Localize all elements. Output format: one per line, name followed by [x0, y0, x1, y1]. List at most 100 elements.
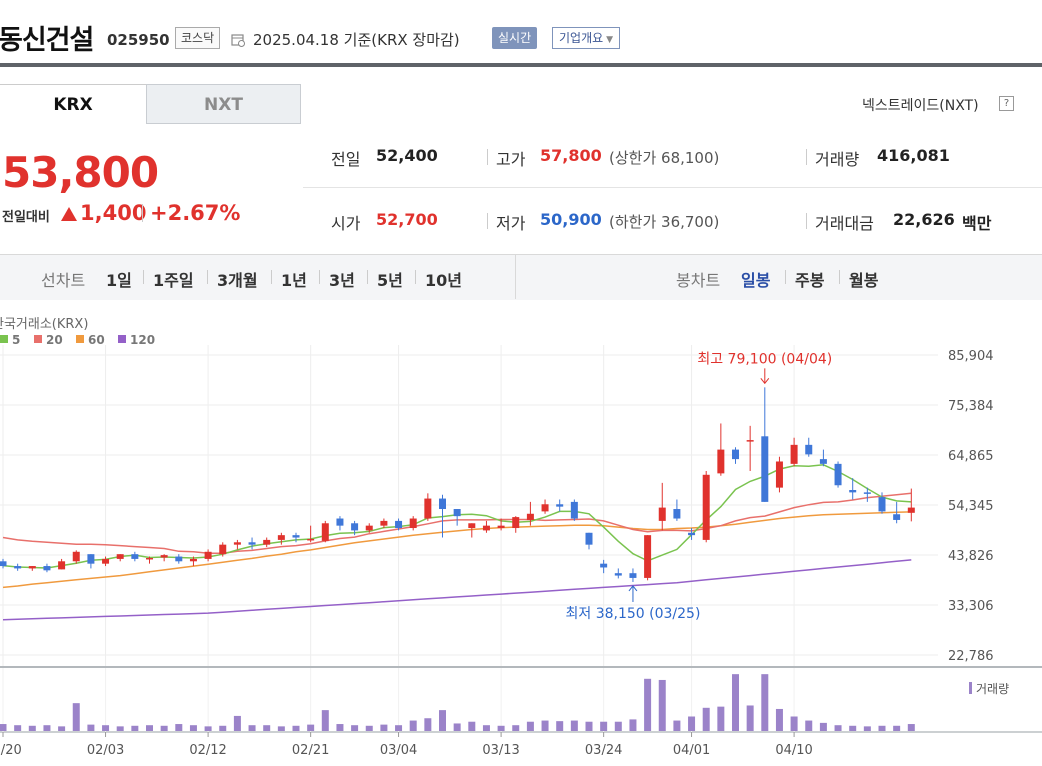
lower-limit: (하한가 36,700) [609, 213, 720, 231]
high-arrow-head [760, 378, 770, 385]
volume-bar [819, 722, 827, 731]
candle-body [878, 497, 886, 512]
header-divider [0, 63, 1042, 67]
x-tick-label: 01/20 [0, 743, 22, 758]
volume-bar [541, 720, 549, 731]
candle-body [277, 535, 285, 540]
period-1w[interactable]: 1주일 [153, 271, 194, 290]
candle-body [28, 566, 36, 569]
x-tick-label: 04/10 [775, 743, 812, 758]
period-1d[interactable]: 1일 [106, 271, 132, 290]
divider [515, 254, 516, 299]
volume-bar [0, 724, 7, 731]
candle-body [189, 558, 197, 562]
volume-bar [292, 725, 300, 731]
period-3y[interactable]: 3년 [329, 271, 355, 290]
volume-bar [277, 726, 285, 731]
volume-bar [116, 726, 124, 731]
vs-prev-label: 전일대비 [2, 210, 50, 225]
volume-bar [146, 725, 153, 731]
volume-bar [248, 725, 256, 731]
line-chart-label: 선차트 [41, 271, 86, 290]
volume-bar [907, 724, 915, 731]
candle-body [365, 525, 373, 531]
volume-bar [600, 721, 608, 731]
candle-body [307, 538, 315, 541]
candlestick-chart[interactable]: 85,904 75,384 64,865 54,345 43,826 33,306 22,7… [0, 300, 1042, 766]
candle-body [614, 573, 622, 576]
candle-daily[interactable]: 일봉 [741, 271, 771, 290]
y-tick-label: 85,904 [948, 349, 994, 364]
period-10y[interactable]: 10년 [425, 271, 462, 290]
volume-bar [468, 721, 476, 731]
candle-weekly[interactable]: 주봉 [795, 271, 825, 290]
volume-bar [702, 707, 710, 731]
candle-body [644, 535, 652, 578]
candle-body [746, 440, 754, 442]
tab-nxt[interactable]: NXT [146, 84, 301, 124]
volume-label: 거래량 [815, 150, 860, 169]
y-tick-label: 64,865 [948, 449, 994, 464]
low-annotation: 최저 38,150 (03/25) [565, 606, 700, 622]
volume-bar [219, 725, 227, 731]
candle-body [468, 523, 476, 529]
candles [0, 387, 915, 582]
dropdown-arrow-icon: ▼ [606, 35, 614, 45]
candle-monthly[interactable]: 월봉 [849, 271, 879, 290]
candle-body [688, 532, 696, 536]
volume-bar [863, 726, 871, 731]
candle-body [805, 444, 813, 455]
low-label: 저가 [496, 214, 526, 233]
candle-body [116, 554, 124, 559]
volume-bar [673, 720, 681, 731]
period-5y[interactable]: 5년 [377, 271, 403, 290]
candle-body [146, 557, 153, 560]
y-tick-label: 75,384 [948, 399, 994, 414]
period-3m[interactable]: 3개월 [217, 271, 258, 290]
candle-body [336, 518, 344, 526]
nxt-link[interactable]: 넥스트레이드(NXT) [862, 98, 979, 114]
legend-swatch [34, 335, 42, 343]
company-info-dropdown[interactable]: 기업개요 ▼ [552, 27, 621, 49]
volume-bar [28, 725, 36, 731]
help-icon[interactable]: ? [999, 96, 1014, 111]
candle-body [263, 539, 271, 545]
volume-bar [746, 705, 754, 731]
volume-bar [424, 718, 432, 731]
company-name: 동신건설 [0, 25, 94, 56]
volume-bar [14, 725, 22, 731]
high-value: 57,800 [540, 146, 602, 165]
candle-chart-label: 봉차트 [676, 271, 721, 290]
candle-body [907, 507, 915, 513]
candle-body [58, 561, 66, 570]
candle-body [863, 492, 871, 494]
volume-bar [43, 725, 51, 731]
candle-body [526, 513, 534, 520]
volume-bar [805, 720, 813, 731]
volume-bar [131, 725, 139, 731]
candle-body [131, 554, 139, 559]
volume-bar [365, 725, 373, 731]
legend-label: 20 [46, 333, 63, 347]
stats-divider [303, 187, 1042, 188]
volume-bar [732, 674, 739, 731]
realtime-button[interactable]: 실시간 [492, 27, 538, 49]
tab-krx[interactable]: KRX [0, 84, 146, 125]
prev-close-label: 전일 [331, 150, 361, 169]
period-1y[interactable]: 1년 [281, 271, 307, 290]
amount-unit: 백만 [962, 214, 992, 233]
candle-body [102, 558, 110, 564]
candle-body [204, 551, 212, 559]
volume-bar [644, 678, 652, 731]
volume-bar [439, 710, 446, 731]
x-tick-label: 04/01 [673, 743, 710, 758]
volume-bar [658, 679, 666, 731]
volume-bar [409, 720, 417, 731]
candle-body [629, 573, 637, 578]
divider [785, 270, 786, 284]
volume-bar [204, 726, 212, 731]
low-value: 50,900 [540, 210, 602, 229]
candle-body [893, 514, 901, 520]
company-info-label: 기업개요 [559, 31, 604, 45]
candle-body [541, 504, 549, 512]
